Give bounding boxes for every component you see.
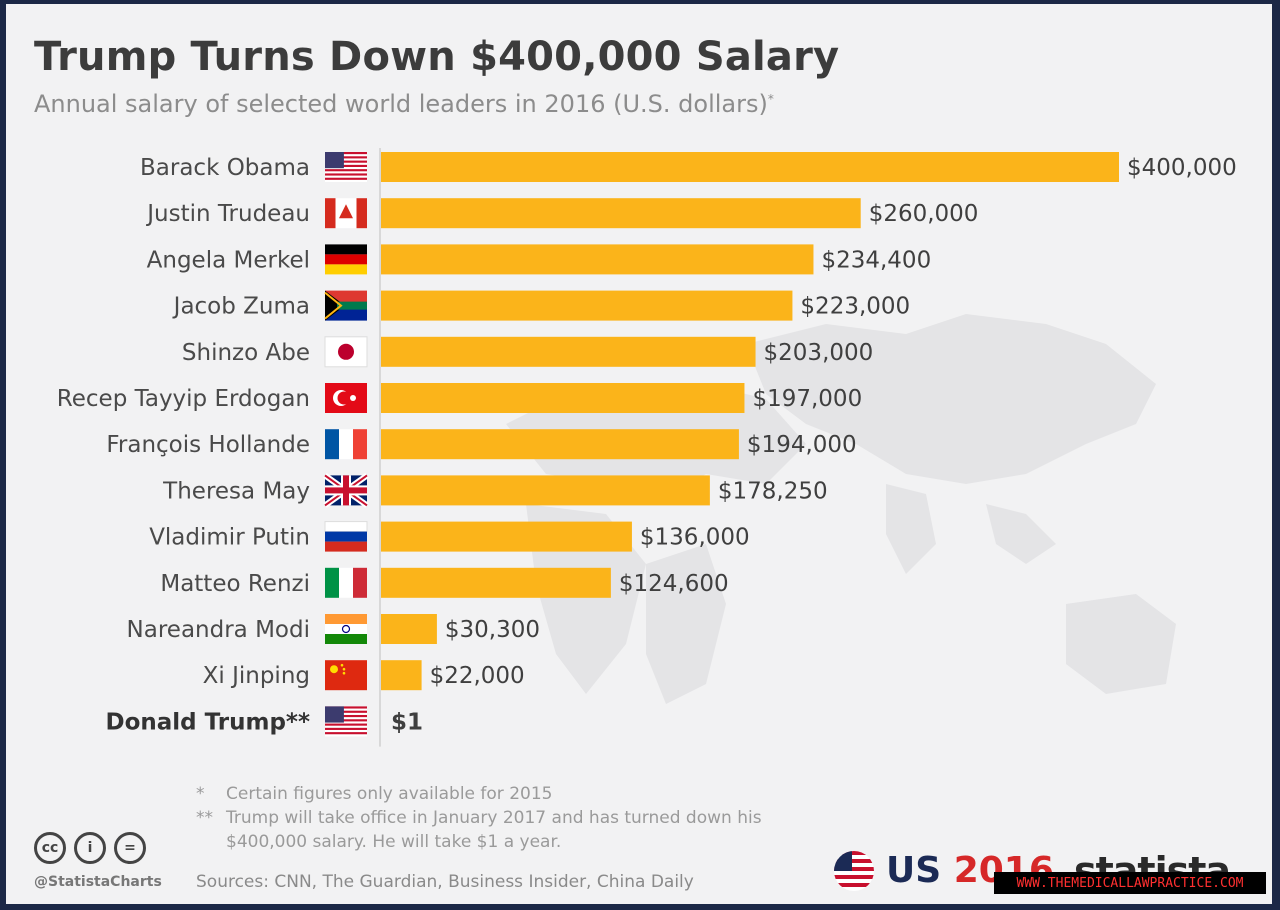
cn-flag [325,660,367,691]
chart-subtitle: Annual salary of selected world leaders … [34,90,774,118]
bar [381,198,861,229]
no-derivatives-icon: = [114,832,146,864]
footnote-mark: ** [196,808,213,828]
watermark: WWW.THEMEDICALLAWPRACTICE.COM [994,872,1266,894]
value-label: $124,600 [619,571,729,597]
it-flag [325,567,367,598]
footnote-text: Certain figures only available for 2015 [226,784,553,804]
bar [381,290,793,321]
category-label: Xi Jinping [203,663,310,689]
attribution-icon: i [74,832,106,864]
category-label: François Hollande [106,432,310,458]
bar [381,660,422,691]
footnote-mark: * [196,784,205,804]
value-label: $197,000 [752,386,862,412]
jp-flag [324,336,368,368]
value-label: $223,000 [800,294,910,320]
us-flag-circle-icon [834,850,874,891]
value-label: $234,400 [821,247,931,273]
us-flag [325,152,367,182]
sources: Sources: CNN, The Guardian, Business Ins… [196,872,694,892]
fr-flag [325,429,367,460]
category-label: Vladimir Putin [149,525,310,551]
chart-title: Trump Turns Down $400,000 Salary [34,34,840,80]
bar [381,429,739,460]
value-label: $1 [391,709,423,735]
ca-flag [325,198,367,229]
category-label: Theresa May [162,478,310,504]
value-label: $260,000 [869,201,979,227]
value-label: $194,000 [747,432,857,458]
category-label: Donald Trump** [105,709,310,735]
category-label: Jacob Zuma [172,294,310,320]
subtitle-text: Annual salary of selected world leaders … [34,90,768,118]
bar [381,244,814,275]
in-flag [325,614,367,644]
category-label: Nareandra Modi [127,617,310,643]
uk-flag [323,472,369,508]
value-label: $22,000 [430,663,525,689]
category-label: Barack Obama [140,155,310,181]
bar [381,336,756,367]
de-flag [325,244,367,275]
ru-flag [324,521,368,552]
footnote-2: ** Trump will take office in January 201… [196,806,806,854]
category-label: Angela Merkel [147,247,310,273]
footnote-text: Trump will take office in January 2017 a… [226,808,762,852]
bar [381,475,710,506]
value-label: $203,000 [764,340,874,366]
license-icons: cc i = [34,832,146,864]
category-label: Shinzo Abe [182,340,310,366]
category-label: Justin Trudeau [145,201,310,227]
category-label: Recep Tayyip Erdogan [57,386,310,412]
value-label: $30,300 [445,617,540,643]
brand-us: US [886,850,954,891]
bar [381,383,745,413]
footnote-1: * Certain figures only available for 201… [196,782,806,806]
creative-commons-icon: cc [34,832,66,864]
value-label: $178,250 [718,478,828,504]
bar [381,152,1119,182]
value-label: $136,000 [640,525,750,551]
footnotes: * Certain figures only available for 201… [196,782,806,854]
subtitle-footnote-mark: * [767,92,774,106]
tr-flag [325,383,367,413]
us-flag [325,706,367,737]
bar [381,567,611,598]
infographic-card: Trump Turns Down $400,000 Salary Annual … [6,4,1272,904]
value-label: $400,000 [1127,155,1237,181]
za-flag [324,290,367,321]
bar [381,521,632,552]
statista-handle: @StatistaCharts [34,874,162,890]
bar [381,614,437,644]
bar-chart: Barack Obama $400,000 Justin Trudeau $260,0… [57,148,1237,747]
category-label: Matteo Renzi [160,571,310,597]
